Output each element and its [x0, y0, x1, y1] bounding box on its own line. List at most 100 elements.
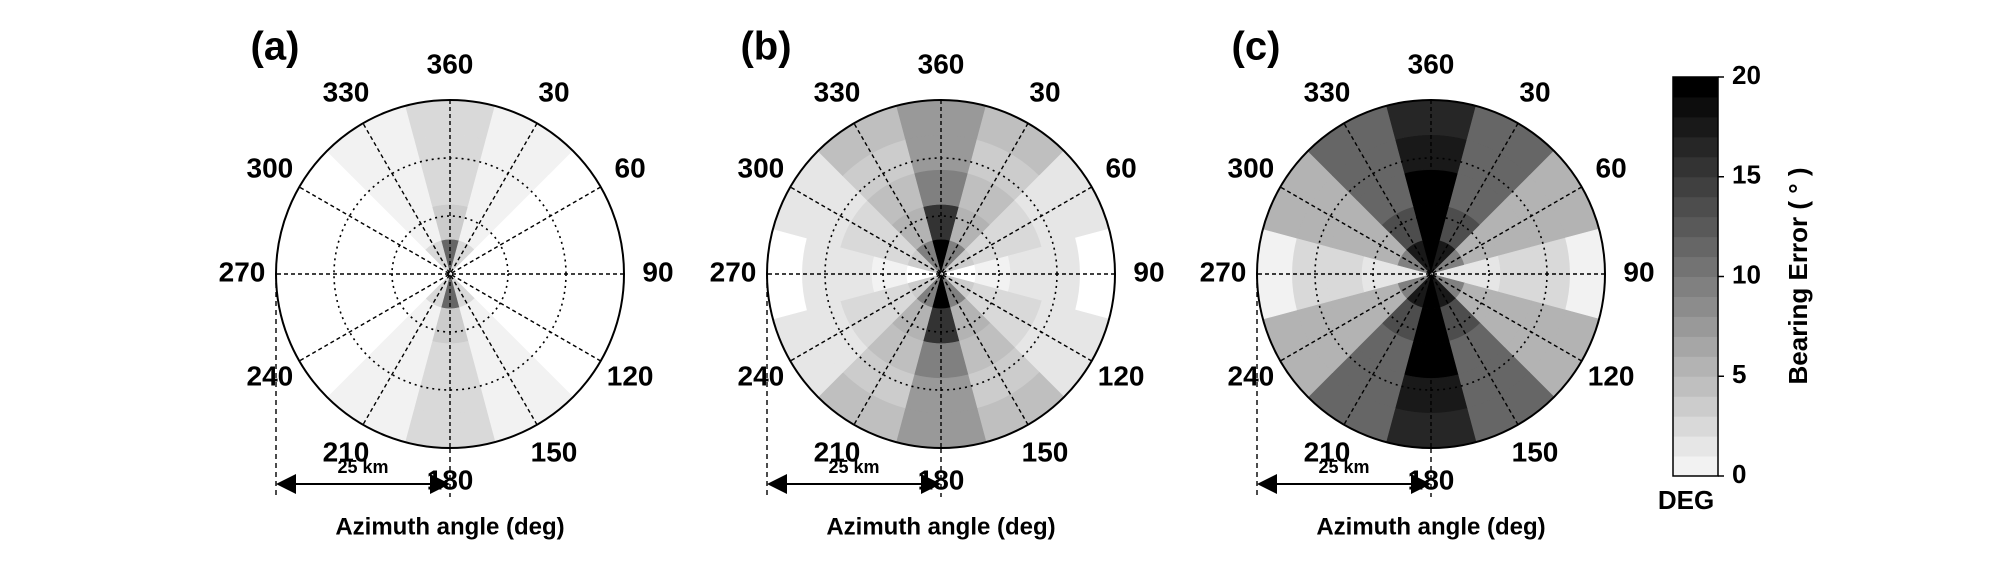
panel-label: (a): [251, 25, 300, 69]
colorbar-step: [1673, 156, 1718, 178]
x-axis-label: Azimuth angle (deg): [335, 513, 564, 540]
colorbar-step: [1673, 396, 1718, 417]
spoke: [853, 122, 1029, 426]
angle-label: 210: [814, 437, 861, 468]
heat-cell: [1385, 99, 1477, 140]
angle-label: 30: [538, 76, 569, 107]
heat-cell: [1256, 228, 1297, 320]
colorbar-step: [1673, 77, 1718, 98]
colorbar-tick-label: 5: [1732, 359, 1746, 389]
angle-label: 210: [1304, 437, 1351, 468]
colorbar-label: Bearing Error ( ° ): [1783, 168, 1813, 385]
angle-label: 330: [323, 76, 370, 107]
colorbar-step: [1673, 296, 1718, 317]
colorbar-step: [1673, 456, 1718, 477]
scale-label: 25 km: [828, 457, 879, 477]
colorbar-tick-label: 15: [1732, 160, 1761, 190]
colorbar-step: [1673, 336, 1718, 357]
colorbar-step: [1673, 216, 1718, 238]
angle-label: 270: [1200, 256, 1247, 287]
scale-label: 25 km: [337, 457, 388, 477]
angle-label: 360: [918, 48, 965, 79]
angle-label: 120: [1588, 360, 1635, 391]
heat-cell: [413, 134, 487, 174]
colorbar-step: [1673, 416, 1718, 437]
colorbar-step: [1673, 356, 1718, 377]
angle-label: 120: [1098, 360, 1145, 391]
angle-label: 150: [1022, 437, 1069, 468]
colorbar-step: [1673, 116, 1718, 138]
colorbar-step: [1673, 376, 1718, 397]
angle-label: 240: [738, 360, 785, 391]
heat-cell: [1041, 237, 1081, 311]
angle-label: 300: [738, 152, 785, 183]
colorbar-step: [1673, 196, 1718, 218]
colorbar-step: [1673, 316, 1718, 337]
angle-label: 330: [1304, 76, 1351, 107]
spoke: [853, 122, 1029, 426]
colorbar-step: [1673, 256, 1718, 277]
panel-label: (c): [1232, 25, 1281, 69]
angle-label: 30: [1029, 76, 1060, 107]
colorbar-step: [1673, 436, 1718, 457]
angle-label: 300: [247, 152, 294, 183]
spoke: [1279, 186, 1583, 362]
heat-cell: [1565, 228, 1606, 320]
heat-cell: [404, 99, 496, 140]
spoke: [1343, 122, 1519, 426]
angle-label: 90: [1623, 256, 1654, 287]
spoke: [362, 122, 538, 426]
colorbar-step: [1673, 136, 1718, 158]
heat-cell: [904, 134, 978, 174]
colorbar-tick-label: 0: [1732, 459, 1746, 489]
heat-cell: [550, 237, 590, 311]
spoke: [1343, 122, 1519, 426]
heat-cell: [895, 408, 987, 449]
spoke: [789, 186, 1093, 362]
colorbar-step: [1673, 176, 1718, 198]
angle-label: 240: [1228, 360, 1275, 391]
colorbar-tick-label: 10: [1732, 259, 1761, 289]
heat-cell: [404, 408, 496, 449]
angle-label: 150: [531, 437, 578, 468]
spoke: [362, 122, 538, 426]
colorbar-step: [1673, 96, 1718, 118]
angle-label: 60: [615, 152, 646, 183]
colorbar-step: [1673, 236, 1718, 258]
angle-label: 90: [642, 256, 673, 287]
heat-cell: [584, 228, 625, 320]
angle-label: 330: [814, 76, 861, 107]
angle-label: 90: [1133, 256, 1164, 287]
angle-label: 150: [1512, 437, 1559, 468]
angle-label: 300: [1228, 152, 1275, 183]
angle-label: 60: [1596, 152, 1627, 183]
scale-label: 25 km: [1318, 457, 1369, 477]
spoke: [298, 186, 602, 362]
spoke: [1279, 186, 1583, 362]
heat-cell: [1394, 134, 1468, 174]
colorbar-tick-label: 20: [1732, 60, 1761, 90]
panel-label: (b): [740, 25, 791, 69]
heat-cell: [895, 99, 987, 140]
angle-label: 270: [710, 256, 757, 287]
heat-cell: [1531, 237, 1571, 311]
angle-label: 360: [1408, 48, 1455, 79]
heat-cell: [766, 228, 807, 320]
angle-label: 210: [323, 437, 370, 468]
angle-label: 240: [247, 360, 294, 391]
x-axis-label: Azimuth angle (deg): [1316, 513, 1545, 540]
angle-label: 60: [1106, 152, 1137, 183]
angle-label: 270: [219, 256, 266, 287]
spoke: [298, 186, 602, 362]
colorbar-unit: DEG: [1658, 485, 1714, 515]
angle-label: 30: [1519, 76, 1550, 107]
x-axis-label: Azimuth angle (deg): [826, 513, 1055, 540]
heat-cell: [275, 228, 316, 320]
spoke: [789, 186, 1093, 362]
heat-cell: [1075, 228, 1116, 320]
heat-cell: [1385, 408, 1477, 449]
angle-label: 120: [607, 360, 654, 391]
angle-label: 360: [427, 48, 474, 79]
colorbar-step: [1673, 276, 1718, 297]
